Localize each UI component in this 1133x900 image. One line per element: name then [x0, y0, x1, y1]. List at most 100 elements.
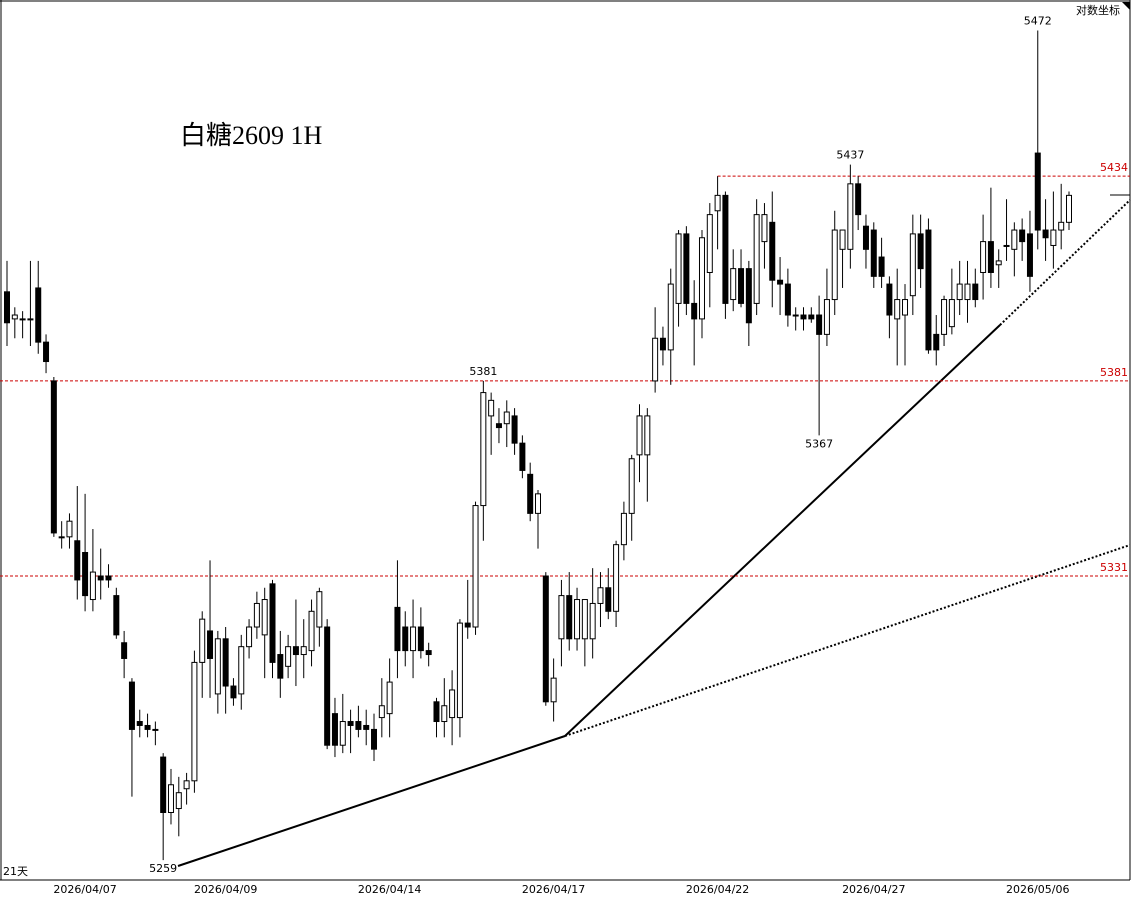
candle-body — [324, 626, 331, 746]
candle-body — [472, 505, 479, 628]
candle-body — [238, 646, 245, 695]
candle-body — [691, 302, 698, 320]
candle-body — [589, 602, 596, 640]
level-label: 5434 — [1100, 161, 1128, 174]
candle-body — [160, 756, 167, 814]
candle-body — [449, 689, 456, 719]
candle-body — [659, 337, 666, 351]
candle-body — [894, 299, 901, 320]
candle-body — [27, 318, 34, 321]
candle-body — [11, 314, 18, 320]
candle-body — [683, 233, 690, 304]
candle-body — [43, 341, 50, 363]
candle-body — [152, 728, 159, 731]
candle-body — [1042, 229, 1049, 239]
candle-body — [535, 493, 541, 514]
candle-body — [652, 337, 659, 382]
candle-body — [35, 287, 42, 343]
candle-body — [285, 646, 292, 667]
candle-body — [886, 283, 893, 316]
candle-body — [628, 458, 635, 514]
high-label: 5437 — [836, 149, 864, 162]
candle-body — [839, 229, 846, 250]
candle-body — [105, 575, 112, 581]
candle-body — [19, 318, 26, 321]
candle-body — [542, 575, 549, 703]
candle-body — [261, 599, 268, 636]
candle-body — [277, 654, 284, 679]
candle-body — [620, 512, 627, 546]
candle-body — [550, 677, 557, 703]
candle-body — [519, 442, 526, 471]
candle-body — [316, 591, 323, 628]
x-tick-label: 2026/04/14 — [358, 883, 421, 896]
candle-body — [925, 229, 932, 351]
candle-body — [82, 551, 89, 597]
candle-body — [503, 411, 510, 425]
trend-line — [564, 544, 1131, 737]
candle-body — [917, 233, 924, 270]
candle-body — [308, 610, 315, 652]
candle-body — [253, 602, 260, 628]
candle-body — [855, 183, 862, 216]
candle-body — [636, 415, 643, 456]
candle-body — [1011, 229, 1018, 250]
trend-line — [564, 324, 1001, 737]
x-tick-label: 2026/04/27 — [842, 883, 905, 896]
candle-body — [784, 283, 791, 316]
scale-label: 对数坐标 — [1076, 3, 1120, 17]
candle-body — [941, 299, 948, 335]
candle-body — [738, 268, 745, 304]
candle-body — [113, 595, 120, 636]
candle-body — [89, 571, 96, 601]
candle-body — [980, 241, 987, 273]
candle-body — [121, 642, 128, 659]
candle-body — [378, 705, 385, 719]
low-label: 5259 — [149, 862, 177, 875]
candle-body — [464, 622, 471, 628]
candle-body — [745, 268, 752, 324]
candle-body — [706, 214, 713, 273]
candle-body — [456, 622, 463, 719]
candle-body — [191, 661, 198, 782]
candle-body — [394, 606, 401, 652]
candle-body — [214, 638, 221, 695]
candle-body — [222, 638, 229, 687]
candle-body — [183, 780, 190, 790]
candle-body — [800, 314, 807, 320]
candle-body — [1003, 244, 1010, 247]
candle-body — [808, 314, 815, 320]
candle-body — [964, 283, 971, 301]
candle-body — [597, 587, 604, 604]
candle-body — [402, 626, 409, 652]
candle-body — [50, 380, 57, 534]
level-label: 5331 — [1100, 561, 1128, 574]
candle-body — [230, 685, 237, 699]
candle-body — [144, 724, 151, 730]
candle-body — [1026, 233, 1033, 277]
candle-body — [363, 724, 370, 730]
candle-body — [488, 399, 495, 417]
candle-body — [97, 575, 104, 581]
candle-body — [292, 646, 299, 656]
candle-body — [753, 214, 760, 304]
high-label: 5472 — [1024, 15, 1052, 28]
candle-body — [558, 595, 565, 640]
candle-body — [269, 583, 276, 663]
trend-line — [177, 735, 566, 867]
candle-body — [581, 599, 588, 640]
candle-body — [566, 595, 573, 640]
candle-body — [128, 681, 135, 730]
level-label: 5381 — [1100, 366, 1128, 379]
candle-body — [698, 237, 705, 320]
candle-body — [527, 473, 534, 514]
candle-body — [870, 229, 877, 277]
candle-body — [823, 299, 830, 335]
candle-body — [66, 520, 73, 538]
candle-body — [792, 314, 799, 317]
candle-body — [425, 650, 432, 656]
candle-body — [495, 423, 502, 429]
candle-body — [714, 194, 721, 212]
